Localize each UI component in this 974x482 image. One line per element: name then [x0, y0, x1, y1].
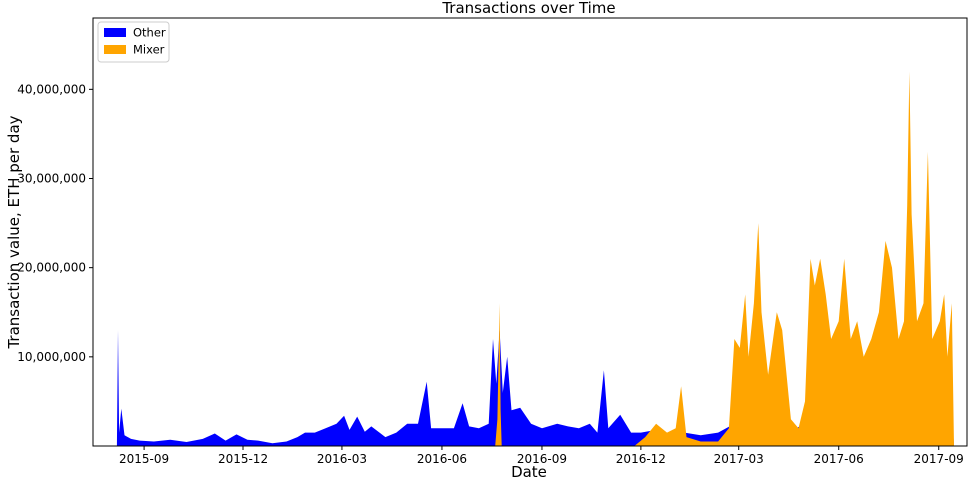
legend: Other Mixer — [97, 21, 170, 63]
x-tick-label: 2016-06 — [417, 452, 467, 466]
x-tick-label: 2015-12 — [218, 452, 268, 466]
y-tick-label: 20,000,000 — [17, 261, 86, 275]
legend-swatch-mixer — [104, 45, 126, 54]
y-tick-label: 30,000,000 — [17, 172, 86, 186]
y-axis-label: Transaction value, ETH per day — [5, 115, 23, 349]
y-tick-label: 10,000,000 — [17, 350, 86, 364]
x-tick-label: 2016-09 — [517, 452, 567, 466]
x-axis: 2015-09 2015-12 2016-03 2016-06 2016-09 2016-… — [119, 446, 964, 466]
x-axis-label: Date — [511, 463, 547, 481]
legend-label-other: Other — [133, 26, 166, 40]
series-area-mixer — [495, 71, 954, 446]
y-axis: 10,000,000 20,000,000 30,000,000 40,000,000 — [17, 82, 93, 364]
x-tick-label: 2017-09 — [914, 452, 964, 466]
y-tick-label: 40,000,000 — [17, 82, 86, 96]
series-layer — [116, 71, 954, 446]
legend-label-mixer: Mixer — [133, 43, 165, 57]
x-tick-label: 2016-03 — [317, 452, 367, 466]
chart-title: Transactions over Time — [441, 0, 615, 17]
x-tick-label: 2017-06 — [814, 452, 864, 466]
plot-frame — [92, 17, 968, 447]
x-tick-label: 2015-09 — [119, 452, 169, 466]
plot-area — [92, 17, 968, 447]
x-tick-label: 2016-12 — [616, 452, 666, 466]
x-tick-label: 2017-03 — [714, 452, 764, 466]
legend-swatch-other — [104, 28, 126, 37]
